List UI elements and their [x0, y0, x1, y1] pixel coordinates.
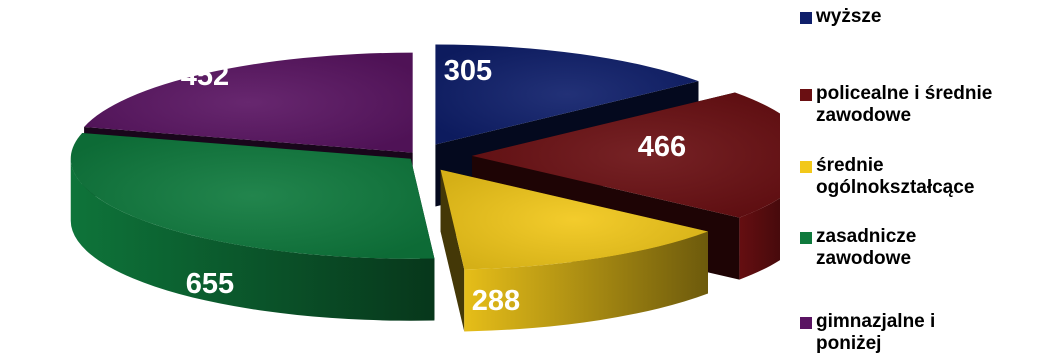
legend-swatch — [800, 89, 812, 101]
legend-label: policealne i średnie zawodowe — [816, 83, 993, 126]
data-label: 305 — [444, 55, 492, 87]
data-label: 655 — [186, 268, 234, 300]
pie-slice-side — [739, 198, 780, 280]
legend-item: zasadnicze zawodowe — [800, 226, 1056, 270]
pie-slice-wall — [440, 169, 465, 332]
legend-label: zasadnicze zawodowe — [816, 226, 917, 269]
pie-slice-top — [440, 169, 709, 270]
legend-item: wyższe — [800, 6, 1056, 28]
pie-slice-side — [70, 158, 435, 321]
pie-slice-side — [464, 231, 709, 332]
legend-label: gimnazjalne i poniżej — [816, 311, 936, 354]
legend: wyższe policealne i średnie zawodowe średn… — [800, 6, 1056, 359]
legend-item: gimnazjalne i poniżej — [800, 311, 1056, 355]
data-label: 288 — [472, 285, 520, 317]
legend-swatch — [800, 232, 812, 244]
legend-label: średnie ogólnokształcące — [816, 155, 975, 198]
pie-slice-top — [435, 44, 699, 145]
pie-slice-2 — [440, 169, 709, 332]
legend-swatch — [800, 12, 812, 24]
pie-slice-top — [70, 133, 435, 259]
pie-slice-top — [471, 92, 780, 218]
data-label: 452 — [181, 60, 229, 92]
legend-swatch — [800, 317, 812, 329]
pie-slice-top — [84, 52, 413, 153]
legend-label: wyższe — [816, 6, 882, 27]
pie-chart-svg: 305 466 288 655 452 — [70, 44, 780, 332]
legend-swatch — [800, 161, 812, 173]
legend-item: średnie ogólnokształcące — [800, 155, 1056, 199]
data-label: 466 — [638, 131, 686, 163]
pie-slice-3 — [70, 133, 435, 321]
legend-item: policealne i średnie zawodowe — [800, 83, 1056, 127]
pie-chart: 305 466 288 655 452 — [70, 44, 780, 332]
